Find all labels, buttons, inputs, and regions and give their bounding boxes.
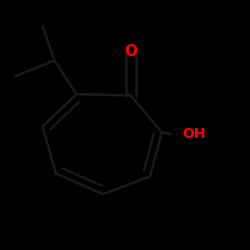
Text: OH: OH <box>182 127 206 141</box>
Text: O: O <box>124 44 138 59</box>
